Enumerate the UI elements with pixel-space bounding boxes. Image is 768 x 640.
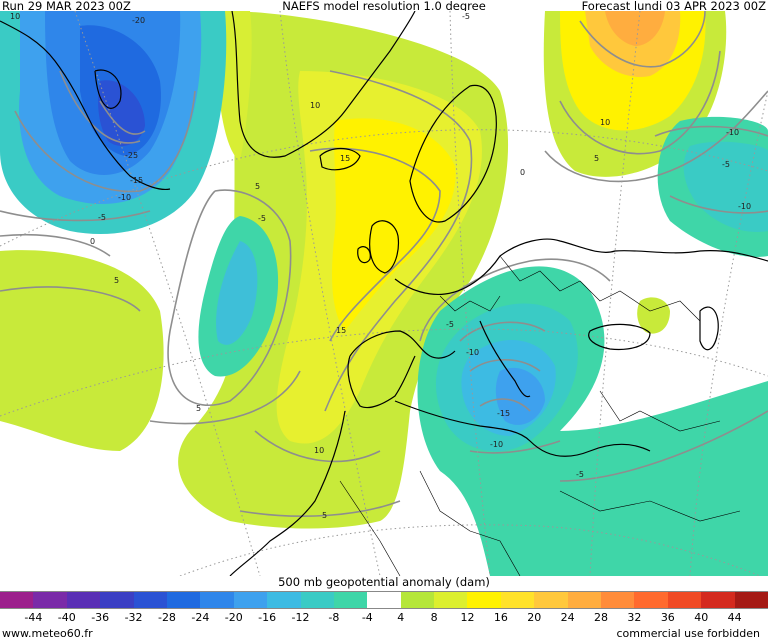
- color-swatch: [434, 592, 468, 608]
- color-swatch: [734, 592, 768, 608]
- color-swatch: [233, 592, 268, 608]
- contour-label: 5: [114, 276, 119, 285]
- color-swatch: [500, 592, 535, 608]
- color-scale-tick: 16: [493, 611, 508, 624]
- color-scale-tick: 20: [527, 611, 542, 624]
- color-scale-tick: 8: [430, 611, 438, 624]
- color-swatch: [534, 592, 568, 608]
- color-scale-tick: 32: [627, 611, 642, 624]
- color-scale-tick: 40: [694, 611, 709, 624]
- color-swatch: [701, 592, 735, 608]
- color-swatch: [0, 592, 34, 608]
- contour-label: -10: [466, 348, 479, 357]
- color-scale-tick: -32: [124, 611, 143, 624]
- contour-label: -10: [490, 440, 503, 449]
- color-swatch: [133, 592, 167, 608]
- contour-label: 0: [520, 168, 525, 177]
- contour-label: -5: [722, 160, 730, 169]
- forecast-time-label: Forecast lundi 03 APR 2023 00Z: [581, 0, 766, 13]
- color-swatch: [601, 592, 635, 608]
- contour-label: 5: [594, 154, 599, 163]
- contour-label: 5: [196, 404, 201, 413]
- contour-label: -15: [497, 409, 510, 418]
- color-scale-ticks: -44 -40 -36 -32 -28 -24 -20 -16 -12 -8 -4 4 8 12 16 20 2…: [0, 611, 768, 625]
- contour-label: 5: [255, 182, 260, 191]
- color-scale-tick: -16: [258, 611, 277, 624]
- contour-label: 15: [340, 154, 350, 163]
- color-swatch: [567, 592, 602, 608]
- color-scale-tick: 44: [727, 611, 742, 624]
- anomaly-fill: [0, 11, 768, 576]
- contour-labels: -20 -25 -15 -10 -5 0 5 10 15 -5 5 -5 10 …: [10, 12, 751, 520]
- color-swatch: [100, 592, 134, 608]
- color-scale-bar: [0, 591, 768, 609]
- color-scale-tick: 24: [560, 611, 575, 624]
- model-resolution-title: NAEFS model resolution 1.0 degree: [282, 0, 486, 13]
- color-scale-tick: -4: [361, 611, 373, 624]
- color-swatch: [467, 592, 501, 608]
- site-credit: www.meteo60.fr: [2, 627, 93, 640]
- color-scale-tick: -40: [57, 611, 76, 624]
- map-canvas: -20 -25 -15 -10 -5 0 5 10 15 -5 5 -5 10 …: [0, 11, 768, 576]
- color-scale-tick: -28: [157, 611, 176, 624]
- graticule: [0, 11, 768, 576]
- color-scale-tick: -20: [224, 611, 243, 624]
- anomaly-contours: [0, 11, 768, 517]
- color-scale-tick: 28: [594, 611, 609, 624]
- coastlines: [0, 11, 768, 576]
- contour-label: -10: [118, 193, 131, 202]
- color-swatch: [667, 592, 702, 608]
- contour-label: 10: [310, 101, 320, 110]
- color-swatch: [66, 592, 101, 608]
- color-scale-tick: -24: [191, 611, 210, 624]
- color-scale-tick: -12: [291, 611, 310, 624]
- anomaly-map: -20 -25 -15 -10 -5 0 5 10 15 -5 5 -5 10 …: [0, 11, 768, 576]
- contour-label: -5: [576, 470, 584, 479]
- legend-title: 500 mb geopotential anomaly (dam): [278, 575, 490, 589]
- contour-label: -5: [98, 213, 106, 222]
- contour-label: 10: [10, 12, 20, 21]
- color-scale-tick: 36: [660, 611, 675, 624]
- contour-label: -15: [130, 176, 143, 185]
- color-scale-tick: 12: [460, 611, 475, 624]
- usage-notice: commercial use forbidden: [616, 627, 761, 640]
- color-swatch: [634, 592, 668, 608]
- contour-label: -5: [258, 214, 266, 223]
- color-scale-tick: 4: [397, 611, 405, 624]
- color-scale-tick: -8: [328, 611, 340, 624]
- contour-label: 5: [322, 511, 327, 520]
- color-scale-tick: -44: [24, 611, 43, 624]
- color-swatch: [267, 592, 301, 608]
- contour-label: -5: [446, 320, 454, 329]
- contour-label: 10: [600, 118, 610, 127]
- contour-label: -20: [132, 16, 145, 25]
- contour-label: -5: [462, 12, 470, 21]
- color-swatch: [400, 592, 435, 608]
- run-time-label: Run 29 MAR 2023 00Z: [2, 0, 131, 13]
- color-swatch: [300, 592, 334, 608]
- color-swatch: [367, 592, 401, 608]
- color-scale-tick: -36: [91, 611, 110, 624]
- contour-label: 10: [314, 446, 324, 455]
- color-swatch: [200, 592, 234, 608]
- contour-label: 0: [90, 237, 95, 246]
- contour-label: -25: [125, 151, 138, 160]
- color-swatch: [166, 592, 201, 608]
- color-swatch: [33, 592, 67, 608]
- contour-label: 15: [336, 326, 346, 335]
- country-borders: [339, 255, 741, 576]
- contour-label: -10: [726, 128, 739, 137]
- color-swatch: [333, 592, 368, 608]
- contour-label: -10: [738, 202, 751, 211]
